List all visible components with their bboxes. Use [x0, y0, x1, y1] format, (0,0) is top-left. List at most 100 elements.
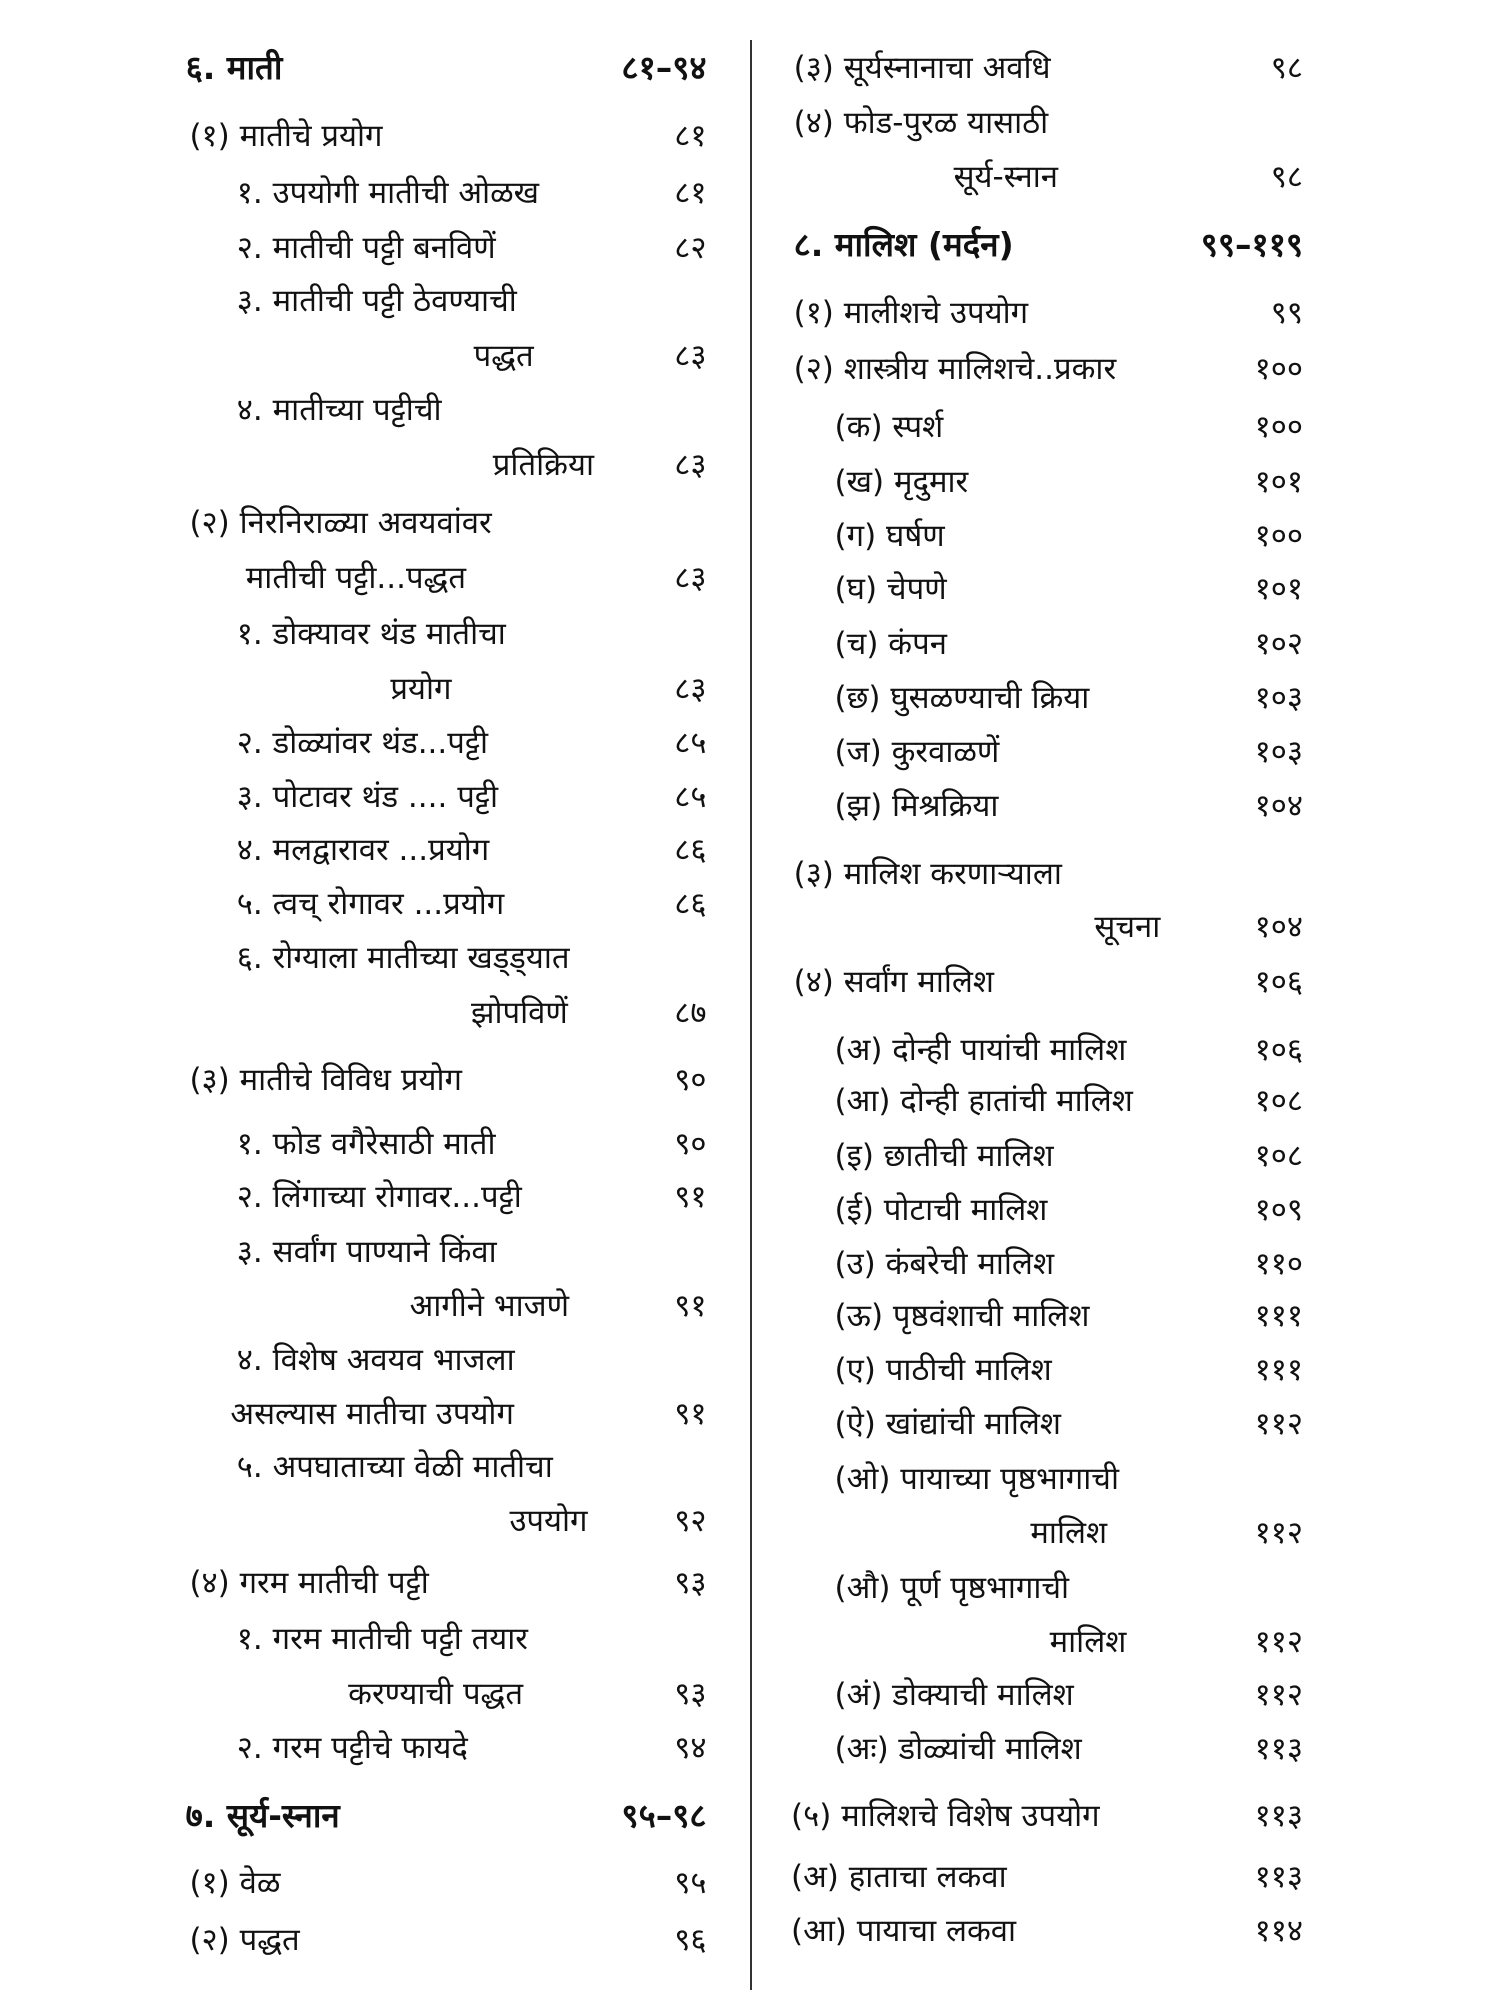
toc-entry-title: ३. पोटावर थंड .... पट्टी	[236, 778, 498, 815]
toc-entry-title: (क) स्पर्श	[834, 408, 944, 445]
chapter-heading: ८. मालिश (मर्दन)	[793, 225, 1014, 265]
toc-entry-page: ९९	[1270, 294, 1304, 331]
toc-entry-title: (४) गरम मातीची पट्टी	[189, 1564, 429, 1601]
toc-entry-title: (इ) छातीची मालिश	[834, 1138, 1054, 1175]
toc-entry-title: (ऊ) पृष्ठवंशाची मालिश	[834, 1298, 1090, 1335]
toc-entry-title: पद्धत	[473, 338, 534, 375]
toc-entry-page: ११३	[1254, 1797, 1304, 1834]
toc-entry-page: ९६	[674, 1921, 707, 1958]
toc-entry-page: ८५	[674, 778, 707, 815]
toc-entry-title: मातीची पट्टी...पद्धत	[245, 559, 466, 596]
toc-entry-title: उपयोग	[509, 1503, 588, 1540]
toc-entry-page: १०१	[1254, 463, 1304, 500]
toc-entry-title: (३) मातीचे विविध प्रयोग	[189, 1061, 462, 1098]
toc-entry-page: १११	[1254, 1298, 1304, 1335]
chapter-page-range: ९५–९८	[621, 1795, 707, 1835]
toc-entry-page: १०३	[1254, 733, 1304, 770]
column-divider	[750, 40, 752, 1990]
toc-entry-title: आगीने भाजणे	[409, 1288, 570, 1325]
toc-entry-page: ११३	[1254, 1859, 1304, 1896]
toc-entry-title: ६. रोग्याला मातीच्या खड्ड्यात	[236, 940, 570, 976]
toc-entry-page: १०२	[1254, 626, 1304, 663]
toc-entry-title: (आ) पायाचा लकवा	[791, 1912, 1017, 1949]
toc-entry-title: (अं) डोक्याची मालिश	[834, 1677, 1074, 1714]
toc-entry-title: १. फोड वगैरेसाठी माती	[236, 1125, 496, 1162]
toc-entry-page: ८३	[674, 447, 707, 484]
chapter-heading: ६. माती	[185, 48, 283, 88]
toc-entry-page: ९५	[674, 1865, 707, 1902]
toc-entry-title: करण्याची पद्धत	[348, 1676, 523, 1712]
toc-entry-title: १. गरम मातीची पट्टी तयार	[236, 1620, 528, 1657]
toc-entry-title: (१) मालीशचे उपयोग	[793, 294, 1029, 331]
toc-entry-page: ११२	[1254, 1514, 1304, 1551]
toc-entry-page: ८७	[674, 995, 707, 1032]
toc-entry-title: (२) पद्धत	[189, 1921, 300, 1958]
toc-entry-title: २. गरम पट्टीचे फायदे	[236, 1729, 468, 1766]
toc-entry-page: ८६	[674, 886, 707, 923]
toc-entry-page: ८२	[674, 229, 707, 266]
toc-entry-title: (ज) कुरवाळणें	[834, 733, 1000, 770]
toc-entry-title: ४. मातीच्या पट्टीची	[236, 392, 442, 429]
toc-entry-title: (२) निरनिराळ्या अवयवांवर	[189, 504, 492, 541]
toc-entry-page: ११२	[1254, 1405, 1304, 1442]
toc-entry-title: (१) मातीचे प्रयोग	[189, 118, 383, 155]
toc-entry-title: (२) शास्त्रीय मालिशचे..प्रकार	[793, 351, 1117, 388]
toc-entry-title: झोपविणें	[471, 995, 568, 1032]
toc-entry-page: ९३	[674, 1564, 707, 1601]
toc-entry-page: ९१	[674, 1395, 707, 1432]
toc-entry-title: (उ) कंबरेची मालिश	[834, 1245, 1055, 1282]
toc-entry-title: (१) वेळ	[189, 1865, 281, 1902]
toc-entry-title: २. लिंगाच्या रोगावर...पट्टी	[236, 1179, 522, 1216]
toc-entry-title: ३. मातीची पट्टी ठेवण्याची	[236, 283, 517, 320]
toc-entry-title: (४) सर्वांग मालिश	[793, 964, 994, 1001]
toc-entry-title: (ग) घर्षण	[834, 517, 945, 554]
toc-entry-page: ८६	[674, 832, 707, 869]
toc-entry-page: १०१	[1254, 571, 1304, 608]
toc-entry-title: २. डोळ्यांवर थंड...पट्टी	[236, 724, 489, 761]
toc-entry-page: १०८	[1254, 1083, 1304, 1120]
toc-entry-title: ३. सर्वांग पाण्याने किंवा	[236, 1234, 497, 1271]
toc-entry-title: १. उपयोगी मातीची ओळख	[236, 174, 540, 211]
toc-entry-title: (४) फोड-पुरळ यासाठी	[793, 105, 1049, 142]
toc-entry-title: मालिश	[1030, 1514, 1108, 1551]
toc-entry-title: (ओ) पायाच्या पृष्ठभागाची	[834, 1460, 1119, 1497]
toc-entry-page: ८१	[674, 174, 707, 211]
toc-entry-title: १. डोक्यावर थंड मातीचा	[236, 616, 506, 653]
toc-entry-page: १००	[1254, 517, 1304, 554]
toc-entry-title: (३) सूर्यस्नानाचा अवधि	[793, 50, 1051, 87]
toc-entry-title: (च) कंपन	[834, 626, 947, 663]
toc-entry-page: ११२	[1254, 1623, 1304, 1660]
toc-entry-page: ८१	[674, 118, 707, 155]
toc-entry-title: (ई) पोटाची मालिश	[834, 1192, 1048, 1229]
toc-entry-page: ८३	[674, 671, 707, 708]
toc-entry-title: सूर्य-स्नान	[953, 159, 1058, 196]
toc-entry-title: (ऐ) खांद्यांची मालिश	[834, 1405, 1061, 1442]
toc-entry-title: (अः) डोळ्यांची मालिश	[834, 1731, 1082, 1768]
toc-entry-title: सूचना	[1094, 909, 1161, 946]
toc-entry-page: १११	[1254, 1352, 1304, 1389]
toc-entry-page: १००	[1254, 408, 1304, 445]
toc-entry-title: असल्यास मातीचा उपयोग	[230, 1395, 514, 1432]
toc-entry-title: प्रतिक्रिया	[492, 447, 594, 484]
toc-entry-title: प्रयोग	[390, 671, 452, 708]
toc-entry-title: (आ) दोन्ही हातांची मालिश	[834, 1083, 1133, 1120]
toc-entry-title: ५. त्वच् रोगावर ...प्रयोग	[236, 886, 505, 923]
toc-entry-page: ९८	[1270, 159, 1304, 196]
toc-entry-title: (अ) दोन्ही पायांची मालिश	[834, 1032, 1127, 1069]
toc-entry-page: १०४	[1254, 909, 1304, 946]
toc-entry-title: ४. मलद्वारावर ...प्रयोग	[236, 832, 490, 869]
chapter-page-range: ८१–९४	[621, 48, 707, 88]
toc-entry-page: ८३	[674, 559, 707, 596]
toc-entry-page: १०९	[1254, 1192, 1304, 1229]
toc-entry-page: ११४	[1254, 1912, 1304, 1949]
toc-entry-page: ९१	[674, 1179, 707, 1216]
toc-entry-title: २. मातीची पट्टी बनविणें	[236, 229, 496, 266]
toc-entry-title: (५) मालिशचे विशेष उपयोग	[791, 1797, 1100, 1834]
toc-entry-title: (औ) पूर्ण पृष्ठभागाची	[834, 1569, 1070, 1606]
toc-entry-page: १०४	[1254, 787, 1304, 824]
toc-entry-page: ८५	[674, 724, 707, 761]
toc-entry-page: ११३	[1254, 1731, 1304, 1768]
toc-entry-page: ११२	[1254, 1677, 1304, 1714]
toc-entry-title: (ए) पाठीची मालिश	[834, 1352, 1052, 1389]
toc-entry-page: १००	[1254, 351, 1304, 388]
